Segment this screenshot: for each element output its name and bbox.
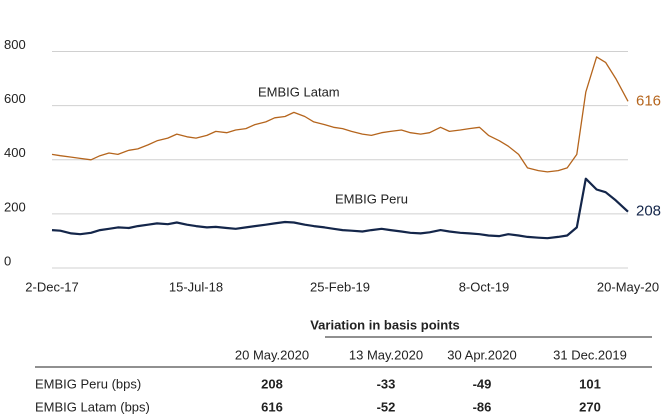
column-header: 20 May.2020 — [235, 347, 309, 362]
y-tick-label: 600 — [4, 91, 26, 106]
table-group-header: Variation in basis points — [310, 317, 460, 332]
y-tick-label: 0 — [4, 253, 11, 268]
x-tick-label: 25-Feb-19 — [310, 279, 370, 294]
cell: -86 — [473, 399, 492, 414]
end-label: 616 — [636, 92, 661, 109]
row-label: EMBIG Latam (bps) — [35, 399, 150, 414]
column-header: 31 Dec.2019 — [553, 347, 627, 362]
x-tick-label: 8-Oct-19 — [459, 279, 510, 294]
cell: 270 — [579, 399, 601, 414]
x-tick-label: 20-May-20 — [597, 279, 659, 294]
cell: -52 — [377, 399, 396, 414]
y-tick-label: 800 — [4, 37, 26, 52]
y-tick-label: 400 — [4, 145, 26, 160]
end-label: 208 — [636, 203, 661, 220]
cell: 101 — [579, 376, 601, 391]
annotation: EMBIG Peru — [335, 191, 408, 206]
y-tick-label: 200 — [4, 199, 26, 214]
column-header: 13 May.2020 — [349, 347, 423, 362]
column-header: 30 Apr.2020 — [447, 347, 516, 362]
x-tick-label: 2-Dec-17 — [25, 279, 78, 294]
cell: -49 — [473, 376, 492, 391]
x-tick-label: 15-Jul-18 — [169, 279, 223, 294]
annotation: EMBIG Latam — [258, 84, 340, 99]
line-series — [51, 177, 629, 240]
cell: 616 — [261, 399, 283, 414]
row-label: EMBIG Peru (bps) — [35, 376, 141, 391]
cell: 208 — [261, 376, 283, 391]
line-series — [51, 56, 629, 173]
cell: -33 — [377, 376, 396, 391]
